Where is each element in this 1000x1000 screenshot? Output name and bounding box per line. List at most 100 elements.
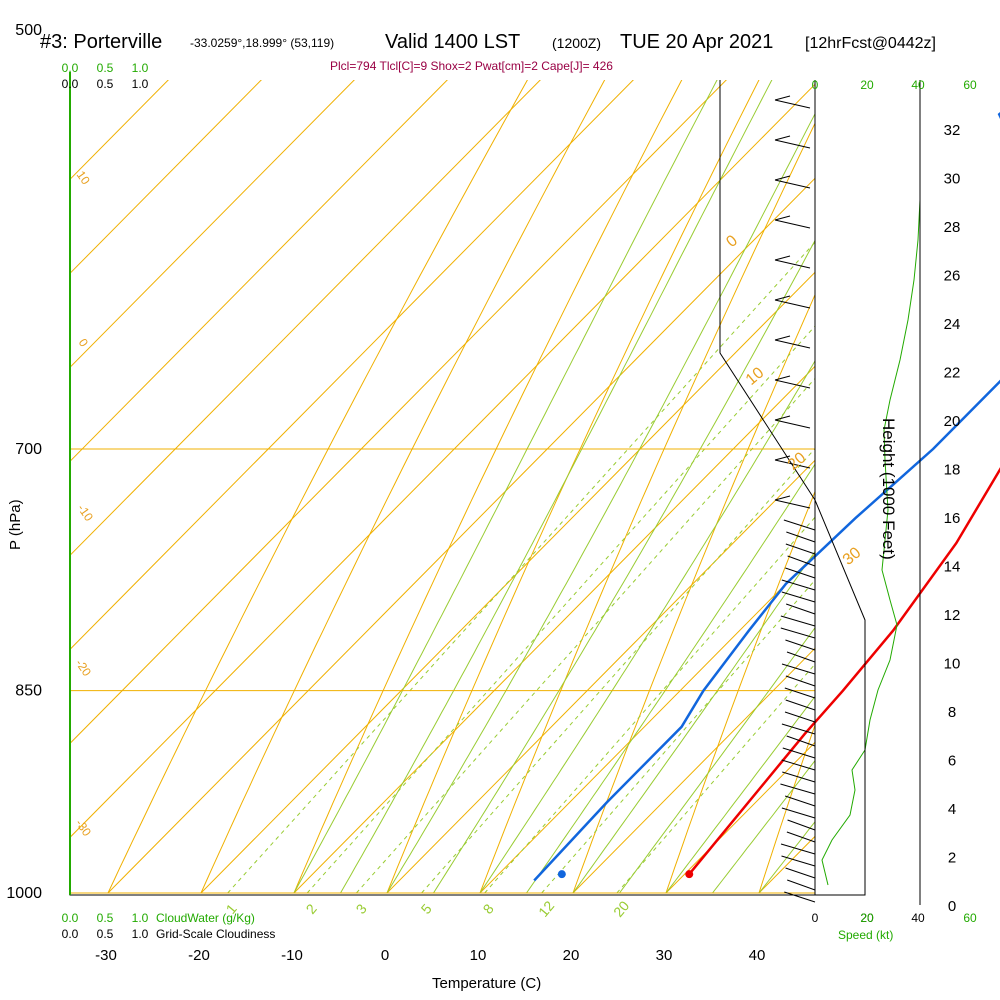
wind-barb-flag xyxy=(775,376,790,380)
mixing-ratio-label: 5 xyxy=(418,901,435,917)
wind-barb xyxy=(788,820,815,830)
wind-barb xyxy=(782,580,815,590)
height-tick-label: 28 xyxy=(944,219,961,236)
speed-bottom-tick: 20 xyxy=(860,911,874,925)
isotherm-label: 10 xyxy=(743,364,768,389)
isotherm-line xyxy=(480,0,1000,893)
height-tick-label: 4 xyxy=(948,801,956,818)
background-lines xyxy=(0,0,1000,893)
speed-profile xyxy=(822,120,920,885)
station-title: #3: Porterville xyxy=(40,31,162,53)
wind-barb xyxy=(775,380,810,388)
utc-time: (1200Z) xyxy=(552,35,601,51)
speed-bottom-tick: 40 xyxy=(911,911,925,925)
speed-top-tick: 0 xyxy=(812,78,819,92)
dry-adiabat-label: -30 xyxy=(73,817,95,840)
isotherm-line xyxy=(852,0,1000,893)
height-tick-label: 14 xyxy=(944,559,961,576)
surface-temperature-dot xyxy=(685,870,693,878)
cloudiness-bottom-tick: 0.0 xyxy=(62,927,79,941)
wind-barb xyxy=(775,420,810,428)
height-tick-label: 8 xyxy=(948,704,956,721)
cloudiness-top-tick: 0.0 xyxy=(62,77,79,91)
moist-adiabat xyxy=(387,0,1000,893)
cloudwater-top-tick: 1.0 xyxy=(132,61,149,75)
height-axis-title: Height (1000 Feet) xyxy=(879,418,898,560)
x-axis-title: Temperature (C) xyxy=(432,975,541,992)
wind-barb xyxy=(787,880,815,890)
cloudwater-bottom-tick: 1.0 xyxy=(132,911,149,925)
x-tick-label: 10 xyxy=(470,947,487,964)
plot-frame xyxy=(70,72,920,905)
wind-barb xyxy=(775,220,810,228)
wind-barb xyxy=(782,592,815,602)
y-axis-title: P (hPa) xyxy=(7,499,24,550)
isotherm-line xyxy=(0,0,1000,893)
isotherm-line xyxy=(0,0,1000,893)
wind-barb-flag xyxy=(775,96,790,100)
station-coords: -33.0259°,18.999° (53,119) xyxy=(190,36,334,50)
mixing-ratio-line xyxy=(422,0,1000,893)
x-tick-label: -10 xyxy=(281,947,303,964)
wind-barb xyxy=(782,808,815,818)
height-tick-label: 12 xyxy=(944,607,961,624)
y-tick-label: 500 xyxy=(15,22,42,39)
wind-barb xyxy=(775,500,810,508)
dry-adiabat-label: 10 xyxy=(74,168,93,187)
cloudiness-top-tick: 0.5 xyxy=(97,77,114,91)
wind-barb xyxy=(786,532,815,542)
cloudiness-bottom-tick: 1.0 xyxy=(132,927,149,941)
y-tick-label: 850 xyxy=(15,683,42,700)
mixing-ratio-label: 12 xyxy=(535,898,557,920)
speed-bottom-tick: 60 xyxy=(963,911,977,925)
mixing-ratio-line xyxy=(542,0,1000,893)
plot-border xyxy=(70,80,865,895)
wind-barb xyxy=(786,604,815,614)
mixing-ratio-line xyxy=(356,0,1000,893)
height-tick-label: 2 xyxy=(948,850,956,867)
speed-top-tick: 40 xyxy=(911,78,925,92)
isotherm-line xyxy=(0,0,1000,893)
surface-dewpoint-dot xyxy=(558,870,566,878)
mixing-ratio-label: 8 xyxy=(480,901,497,917)
x-tick-label: -30 xyxy=(95,947,117,964)
isotherm-label: 0 xyxy=(723,232,741,251)
valid-time: Valid 1400 LST xyxy=(385,31,520,53)
height-tick-label: 16 xyxy=(944,510,961,527)
forecast-date: TUE 20 Apr 2021 xyxy=(620,31,773,53)
height-tick-label: 6 xyxy=(948,753,956,770)
dry-adiabat xyxy=(108,0,1000,893)
wind-barb xyxy=(781,616,815,626)
isotherm-line xyxy=(108,0,1000,893)
cloudiness-bottom-tick: 0.5 xyxy=(97,927,114,941)
wind-barb xyxy=(786,868,815,878)
x-tick-label: 20 xyxy=(563,947,580,964)
moist-adiabat xyxy=(434,0,1000,893)
isotherm-label: 30 xyxy=(840,544,865,569)
isotherm-line xyxy=(387,0,1000,893)
mixing-ratio-label: 3 xyxy=(353,901,370,917)
isotherm-line xyxy=(0,0,1000,893)
dry-adiabat xyxy=(480,0,1000,893)
wind-barb xyxy=(781,628,815,638)
cloudiness-top-tick: 1.0 xyxy=(132,77,149,91)
dry-adiabat-label: -10 xyxy=(75,502,97,525)
mixing-ratio-line xyxy=(617,0,1000,893)
mixing-ratio-label: 20 xyxy=(610,898,632,920)
x-tick-label: 40 xyxy=(749,947,766,964)
height-tick-label: 32 xyxy=(944,122,961,139)
cloudwater-top-tick: 0.0 xyxy=(62,61,79,75)
stability-indices: Plcl=794 Tlcl[C]=9 Shox=2 Pwat[cm]=2 Cap… xyxy=(330,59,613,73)
wind-barb-flag xyxy=(775,136,790,140)
speed-top-tick: 60 xyxy=(963,78,977,92)
x-tick-label: 30 xyxy=(656,947,673,964)
y-tick-label: 1000 xyxy=(6,885,42,902)
moist-adiabat xyxy=(527,0,1000,893)
y-tick-label: 700 xyxy=(15,441,42,458)
wind-barb-flag xyxy=(775,256,790,260)
cloudwater-bottom-tick: 0.0 xyxy=(62,911,79,925)
wind-barb xyxy=(786,676,815,686)
height-tick-label: 26 xyxy=(944,268,961,285)
